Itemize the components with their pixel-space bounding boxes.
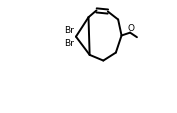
Text: Br: Br bbox=[64, 39, 74, 47]
Text: Br: Br bbox=[64, 26, 74, 34]
Text: O: O bbox=[127, 24, 135, 33]
